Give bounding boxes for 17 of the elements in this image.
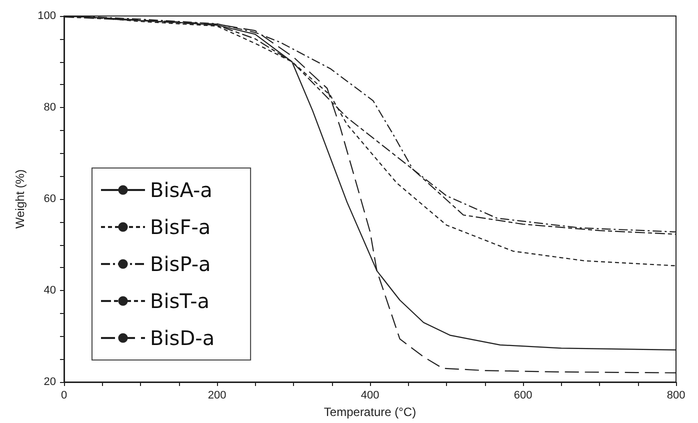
legend-label: BisT-a <box>150 289 210 313</box>
x-tick-label: 0 <box>60 390 68 402</box>
x-tick-label: 600 <box>514 390 532 402</box>
legend-label: BisD-a <box>150 326 215 350</box>
y-tick-label: 20 <box>44 376 56 388</box>
x-tick-label: 200 <box>208 390 226 402</box>
y-tick-label: 60 <box>44 193 56 205</box>
x-axis-title: Temperature (°C) <box>324 405 416 419</box>
y-tick-label: 100 <box>38 10 56 22</box>
x-tick-label: 400 <box>360 390 380 402</box>
x-tick-label: 800 <box>666 390 686 402</box>
y-axis-title: Weight (%) <box>13 169 27 229</box>
y-tick-label: 40 <box>44 284 56 296</box>
legend-label: BisA-a <box>150 178 212 202</box>
legend-label: BisF-a <box>150 215 211 239</box>
legend-label: BisP-a <box>150 252 211 276</box>
y-tick-label: 80 <box>44 102 56 114</box>
